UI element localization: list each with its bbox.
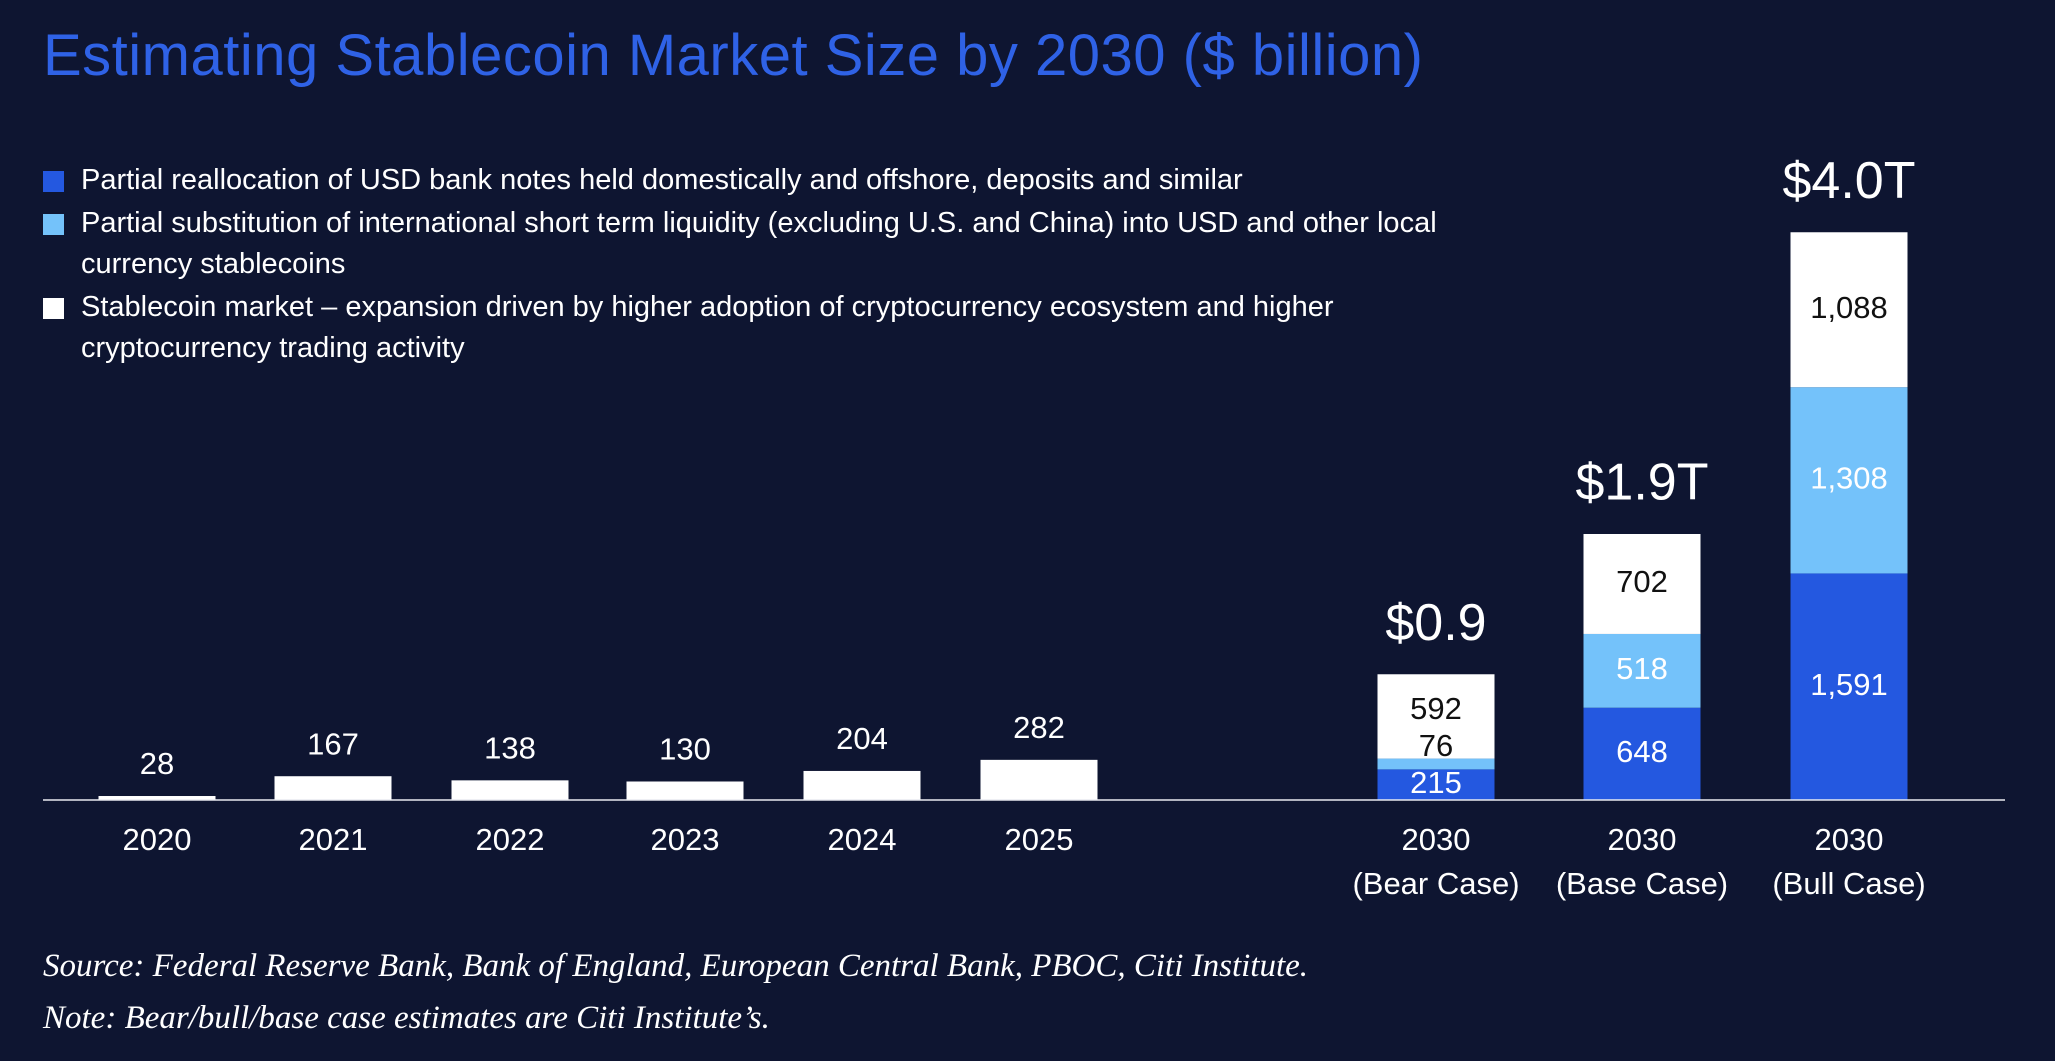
bar-segment <box>626 781 744 800</box>
total-label: $1.9T <box>1576 454 1709 512</box>
data-label: 138 <box>484 731 536 766</box>
chart-title: Estimating Stablecoin Market Size by 203… <box>43 23 1424 88</box>
data-label: 76 <box>1419 728 1453 763</box>
total-label: $0.9 <box>1385 594 1486 652</box>
total-label: $4.0T <box>1783 152 1916 210</box>
x-tick-label: 2025 <box>1005 822 1074 857</box>
x-tick-label: 2022 <box>476 822 545 857</box>
data-label: 1,308 <box>1810 460 1888 495</box>
bar-segment <box>1790 387 1908 574</box>
bar-segment <box>803 770 921 800</box>
bar-segment <box>980 759 1098 800</box>
legend-item-crypto: Stablecoin market – expansion driven by … <box>43 287 1451 369</box>
x-tick-label: 2021 <box>299 822 368 857</box>
data-label: 28 <box>140 746 174 781</box>
data-label: 130 <box>659 732 711 767</box>
x-tick-label: (Bear Case) <box>1352 866 1519 901</box>
data-label: 1,088 <box>1810 290 1888 325</box>
x-tick-label: (Base Case) <box>1556 866 1728 901</box>
data-label: 1,591 <box>1810 667 1888 702</box>
x-tick-label: 2030 <box>1402 822 1471 857</box>
bar-segment <box>98 796 216 800</box>
bar-segment <box>1583 707 1701 800</box>
data-label: 702 <box>1616 564 1668 599</box>
x-tick-label: 2030 <box>1608 822 1677 857</box>
legend-label: Partial reallocation of USD bank notes h… <box>81 164 1243 196</box>
data-label: 282 <box>1013 710 1065 745</box>
data-label: 592 <box>1410 691 1462 726</box>
legend-swatch-white <box>43 298 64 319</box>
x-tick-label: (Bull Case) <box>1772 866 1925 901</box>
bar-segment <box>1790 573 1908 800</box>
bar-segment <box>1583 533 1701 634</box>
data-label: 215 <box>1410 765 1462 800</box>
legend-label: Stablecoin market – expansion driven by … <box>81 291 1334 364</box>
x-tick-label: 2024 <box>828 822 897 857</box>
legend-swatch-dark-blue <box>43 171 64 192</box>
bar-segment <box>1377 674 1495 759</box>
source-note: Source: Federal Reserve Bank, Bank of En… <box>43 948 1309 984</box>
data-label: 167 <box>307 726 359 761</box>
bar-segment <box>1377 758 1495 770</box>
legend-item-liquidity: Partial substitution of international sh… <box>43 203 1501 285</box>
bar-segment <box>1790 232 1908 388</box>
note: Note: Bear/bull/base case estimates are … <box>43 1000 770 1036</box>
x-tick-label: 2020 <box>123 822 192 857</box>
data-label: 648 <box>1616 734 1668 769</box>
bar-segment <box>451 780 569 800</box>
data-label: 518 <box>1616 651 1668 686</box>
legend-item-bank-notes: Partial reallocation of USD bank notes h… <box>43 160 1501 201</box>
bar-segment <box>274 776 392 800</box>
bar-segment <box>1583 633 1701 708</box>
x-tick-label: 2023 <box>651 822 720 857</box>
legend-swatch-light-blue <box>43 214 64 235</box>
bar-segment <box>1377 769 1495 800</box>
legend-label: Partial substitution of international sh… <box>81 207 1437 280</box>
x-tick-label: 2030 <box>1815 822 1884 857</box>
data-label: 204 <box>836 721 888 756</box>
legend: Partial reallocation of USD bank notes h… <box>43 160 1501 371</box>
